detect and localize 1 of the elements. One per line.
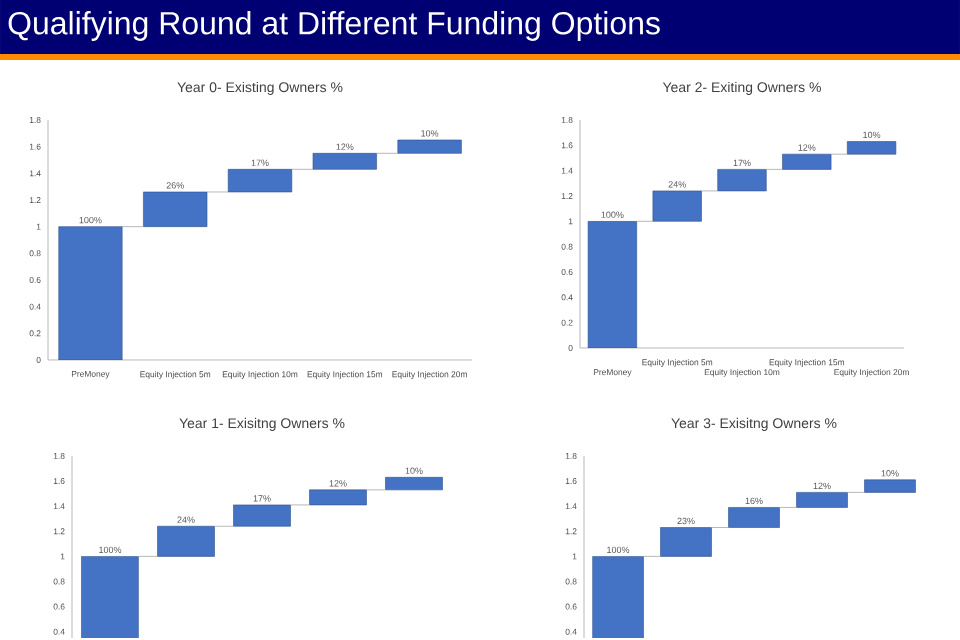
text: Qualifying Round at Different Funding Options [8, 11, 660, 41]
